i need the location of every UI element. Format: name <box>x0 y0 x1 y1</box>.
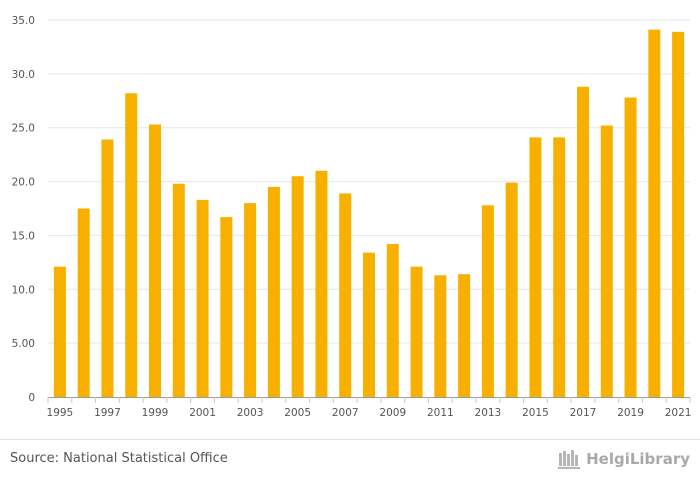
y-tick-label: 30.0 <box>12 69 35 81</box>
x-tick-label: 2003 <box>237 407 264 419</box>
x-tick-label: 1997 <box>94 407 121 419</box>
y-tick-label: 10.0 <box>12 284 35 296</box>
bar-2019 <box>624 97 637 398</box>
x-tick-label: 2007 <box>332 407 359 419</box>
y-tick-label: 5.00 <box>12 338 35 350</box>
library-logo-icon <box>558 450 581 469</box>
bar-2020 <box>648 29 661 397</box>
bar-2000 <box>172 183 185 397</box>
bar-2012 <box>458 274 471 397</box>
bar-1996 <box>77 208 90 397</box>
bar-2017 <box>577 86 589 397</box>
bar-1998 <box>125 93 138 397</box>
footer-divider <box>0 439 700 440</box>
bar-1999 <box>149 124 161 397</box>
bar-2015 <box>529 137 542 397</box>
x-tick-label: 2021 <box>665 407 692 419</box>
bar-2010 <box>410 266 423 397</box>
x-tick-label: 1999 <box>142 407 169 419</box>
source-note: Source: National Statistical Office <box>10 451 228 466</box>
bar-1997 <box>101 139 114 397</box>
bar-2003 <box>244 203 257 397</box>
bar-2009 <box>386 244 399 397</box>
bar-2016 <box>553 137 566 397</box>
x-tick-label: 1995 <box>47 407 74 419</box>
x-tick-label: 2015 <box>522 407 549 419</box>
y-tick-label: 0 <box>28 392 35 404</box>
brand-name: HelgiLibrary <box>586 450 690 468</box>
bar-2007 <box>339 193 352 397</box>
bar-1995 <box>53 266 66 397</box>
bar-2018 <box>600 125 613 397</box>
bar-2008 <box>363 252 375 397</box>
y-tick-label: 15.0 <box>12 230 35 242</box>
x-tick-label: 2013 <box>475 407 502 419</box>
x-tick-label: 2005 <box>284 407 311 419</box>
bar-2005 <box>291 176 304 397</box>
bar-2001 <box>196 199 209 397</box>
x-tick-label: 2017 <box>570 407 597 419</box>
bar-2021 <box>672 31 685 397</box>
brand-logo: HelgiLibrary <box>557 448 690 470</box>
x-tick-label: 2019 <box>617 407 644 419</box>
bar-2004 <box>267 186 280 397</box>
bar-2013 <box>481 205 494 397</box>
y-tick-label: 20.0 <box>12 177 35 189</box>
x-tick-label: 2009 <box>379 407 406 419</box>
bar-2011 <box>434 275 447 397</box>
bar-2006 <box>315 170 328 397</box>
y-tick-label: 35.0 <box>12 15 35 27</box>
x-tick-label: 2001 <box>189 407 216 419</box>
x-tick-label: 2011 <box>427 407 454 419</box>
bar-2014 <box>505 182 518 397</box>
y-tick-label: 25.0 <box>12 123 35 135</box>
bar-2002 <box>220 217 233 397</box>
